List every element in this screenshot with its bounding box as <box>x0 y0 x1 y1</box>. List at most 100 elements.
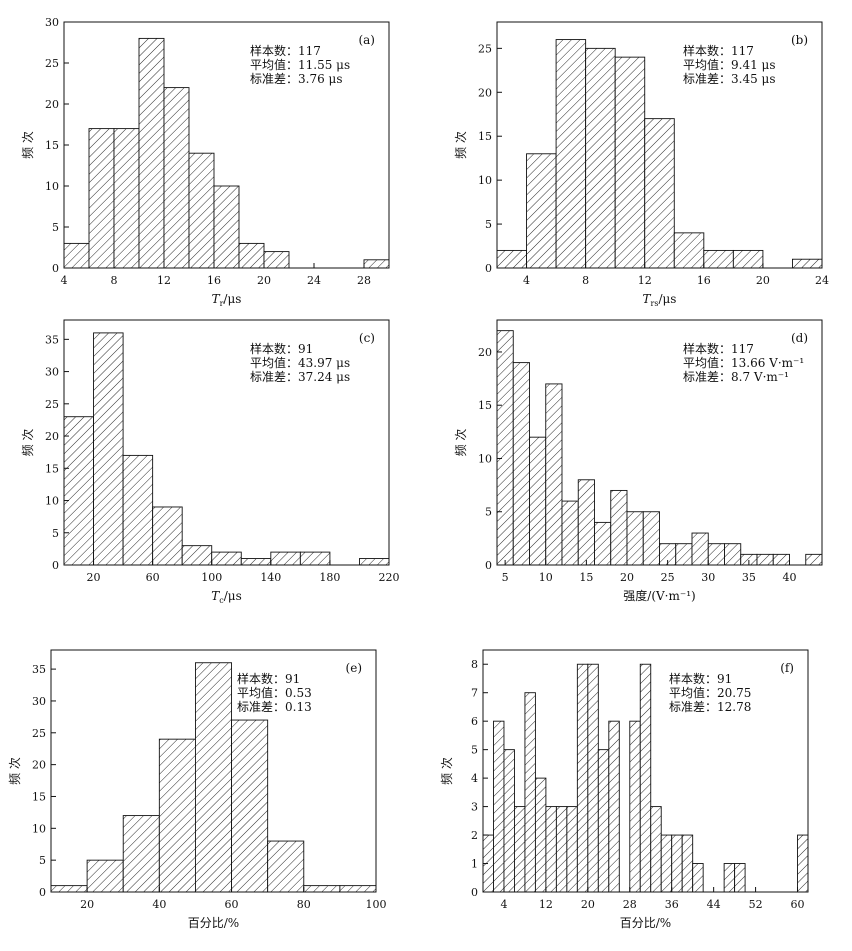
stats-line: 标准差：37.24 μs <box>250 370 350 384</box>
histogram-bar <box>496 330 514 566</box>
histogram-bar <box>675 543 693 566</box>
x-axis-label: 百分比/% <box>188 916 239 930</box>
x-tick-label: 15 <box>579 571 593 584</box>
histogram-bar <box>138 37 165 269</box>
x-tick-label: 8 <box>111 274 118 287</box>
stats-line: 样本数：117 <box>683 341 754 356</box>
x-tick-label: 100 <box>201 571 222 584</box>
histogram-bar <box>50 885 88 893</box>
histogram-bar <box>734 863 746 893</box>
histogram-bar <box>691 532 709 566</box>
histogram-bar <box>629 720 641 893</box>
y-tick-label: 20 <box>32 759 46 772</box>
y-tick-label: 15 <box>32 790 46 803</box>
stats-line: 平均值：11.55 μs <box>250 57 350 72</box>
x-tick-label: 12 <box>157 274 171 287</box>
histogram-bar <box>122 454 154 566</box>
y-tick-label: 10 <box>45 495 59 508</box>
histogram-bar <box>267 840 305 893</box>
stats-line: 样本数：91 <box>237 671 300 686</box>
histogram-bar <box>555 806 568 893</box>
x-tick-label: 20 <box>80 898 94 911</box>
histogram-bar <box>88 128 115 269</box>
histogram-bar <box>526 153 557 269</box>
y-tick-label: 25 <box>478 42 492 55</box>
x-tick-label: 8 <box>582 274 589 287</box>
y-tick-label: 1 <box>471 858 478 871</box>
x-axis-label: 百分比/% <box>620 916 671 930</box>
histogram-bar <box>514 806 526 893</box>
stats-line: 平均值：20.75 <box>669 685 751 700</box>
histogram-bar <box>772 553 790 566</box>
stats-line: 标准差：3.45 μs <box>683 72 776 86</box>
y-tick-label: 4 <box>471 772 478 785</box>
y-tick-label: 15 <box>478 130 492 143</box>
y-tick-label: 25 <box>45 398 59 411</box>
x-tick-label: 44 <box>707 898 721 911</box>
stats-line: 标准差：3.76 μs <box>250 72 343 86</box>
stats-line: 平均值：9.41 μs <box>683 57 776 72</box>
x-tick-label: 60 <box>146 571 160 584</box>
x-tick-label: 4 <box>61 274 68 287</box>
x-tick-label: 20 <box>756 274 770 287</box>
x-tick-label: 220 <box>379 571 400 584</box>
histogram-bar <box>211 551 242 566</box>
histogram-bar <box>534 777 547 893</box>
y-tick-label: 0 <box>471 886 478 899</box>
histogram-bar <box>561 500 579 566</box>
histogram-bar <box>792 258 823 269</box>
x-tick-label: 180 <box>319 571 340 584</box>
plot-frame <box>496 21 823 269</box>
histogram-bar <box>797 834 809 893</box>
x-tick-label: 36 <box>665 898 679 911</box>
histogram-bar <box>152 506 183 566</box>
histogram-bar <box>299 551 331 566</box>
y-tick-label: 5 <box>485 506 492 519</box>
histogram-bar <box>496 249 527 269</box>
histogram-bar <box>231 719 269 893</box>
y-tick-label: 30 <box>45 16 59 29</box>
x-tick-label: 12 <box>539 898 553 911</box>
y-tick-label: 25 <box>32 727 46 740</box>
histogram-bar <box>597 749 610 893</box>
histogram-bar <box>503 749 515 893</box>
stats-line: 平均值：13.66 V·m⁻¹ <box>683 355 804 370</box>
x-tick-label: 24 <box>815 274 829 287</box>
histogram-bar <box>529 436 547 566</box>
x-tick-label: 12 <box>638 274 652 287</box>
histogram-bar <box>660 834 673 893</box>
plot-frame <box>496 319 823 566</box>
histogram-bar <box>194 662 233 893</box>
histogram-bar <box>703 249 734 269</box>
histogram-bar <box>642 511 660 566</box>
y-axis-label: 频 次 <box>454 131 468 159</box>
stats-line: 平均值：43.97 μs <box>250 355 350 370</box>
histogram-bar <box>158 738 196 893</box>
y-tick-label: 0 <box>52 559 59 572</box>
x-tick-label: 28 <box>357 274 371 287</box>
histogram-bar <box>63 416 94 566</box>
x-tick-label: 140 <box>260 571 281 584</box>
x-tick-label: 35 <box>742 571 756 584</box>
histogram-bar <box>555 39 587 269</box>
y-tick-label: 30 <box>32 695 46 708</box>
histogram-bar <box>671 834 683 893</box>
x-tick-label: 10 <box>539 571 553 584</box>
x-tick-label: 40 <box>152 898 166 911</box>
y-tick-label: 20 <box>45 430 59 443</box>
histogram-bar <box>359 558 390 566</box>
x-tick-label: 25 <box>661 571 675 584</box>
stats-line: 标准差：8.7 V·m⁻¹ <box>683 370 789 384</box>
histogram-bar <box>113 128 140 269</box>
x-axis-label: Trs/μs <box>643 292 677 308</box>
y-tick-label: 15 <box>45 139 59 152</box>
plot-frame <box>482 649 809 893</box>
x-tick-label: 28 <box>623 898 637 911</box>
panel-label: (a) <box>358 33 375 47</box>
y-tick-label: 35 <box>45 333 59 346</box>
x-axis-label: Tr/μs <box>212 292 242 308</box>
